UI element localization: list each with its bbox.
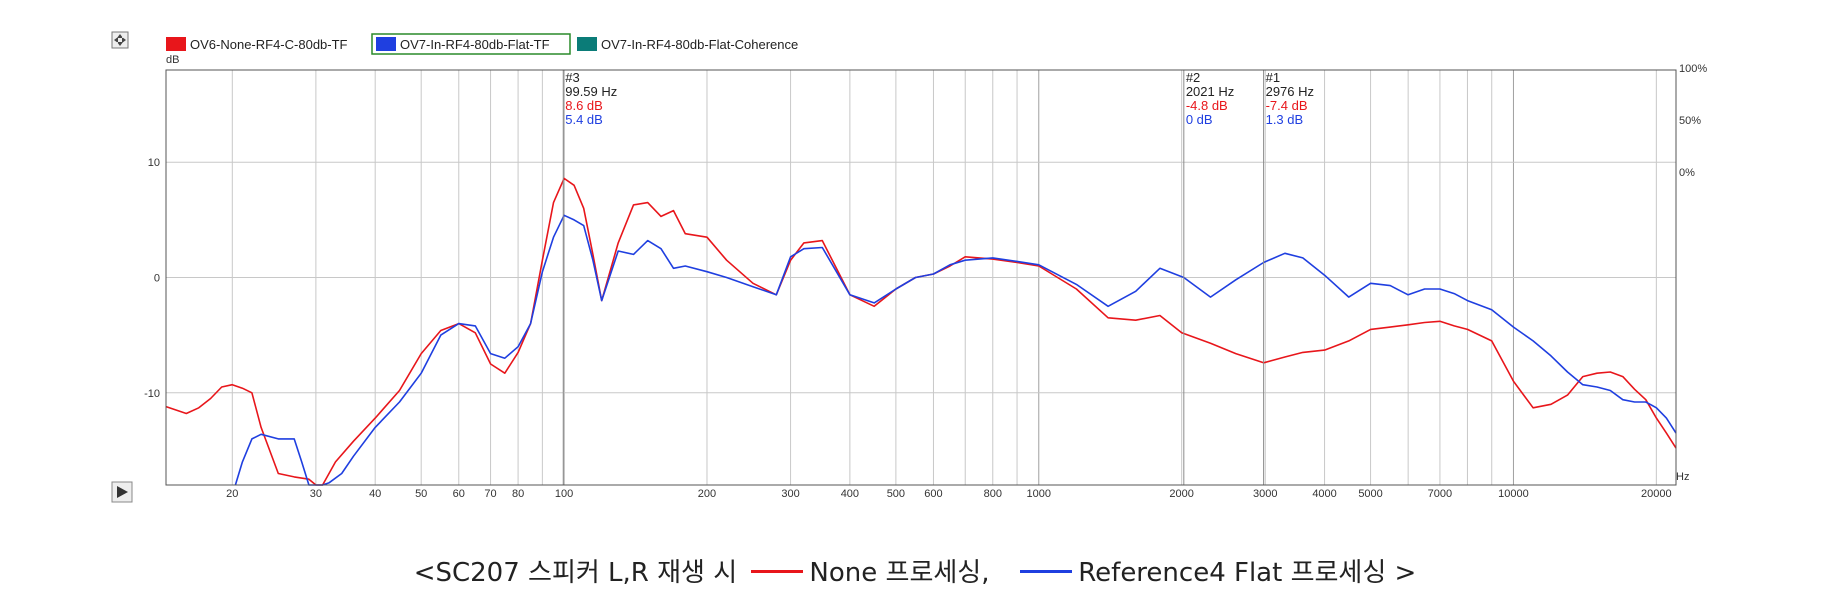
marker-id: #1 xyxy=(1266,70,1280,85)
marker-value-none: -7.4 dB xyxy=(1266,98,1308,113)
x-tick-label: 1000 xyxy=(1027,488,1051,500)
x-tick-label: 800 xyxy=(984,488,1002,500)
plot-series xyxy=(165,177,1677,486)
move-icon[interactable] xyxy=(111,31,129,49)
marker-id: #3 xyxy=(565,70,579,85)
x-tick-label: 400 xyxy=(841,488,859,500)
series-line-reference xyxy=(234,214,1677,486)
y-tick-label: -10 xyxy=(144,388,160,400)
legend-item-coherence[interactable]: OV7-In-RF4-80db-Flat-Coherence xyxy=(577,37,798,52)
x-tick-label: 300 xyxy=(781,488,799,500)
marker-value-reference: 1.3 dB xyxy=(1266,112,1304,127)
right-axis-labels: 100% 50% 0% xyxy=(1679,63,1707,179)
x-tick-label: 20 xyxy=(226,488,238,500)
x-tick-label: 20000 xyxy=(1641,488,1672,500)
marker-value-none: -4.8 dB xyxy=(1186,98,1228,113)
legend-swatch-reference xyxy=(376,37,396,51)
y-tick-label: 10 xyxy=(148,157,160,169)
x-tick-label: 100 xyxy=(555,488,573,500)
x-tick-label: 80 xyxy=(512,488,524,500)
legend-selection-box xyxy=(371,33,571,55)
x-tick-label: 70 xyxy=(484,488,496,500)
marker-frequency: 99.59 Hz xyxy=(565,84,617,99)
x-tick-label: 30 xyxy=(310,488,322,500)
right-axis-label: 100% xyxy=(1679,63,1707,75)
marker-id: #2 xyxy=(1186,70,1200,85)
caption-none-label: None 프로세싱, xyxy=(809,558,990,588)
x-tick-label: 4000 xyxy=(1312,488,1336,500)
x-tick-label: 600 xyxy=(924,488,942,500)
caption-none-line xyxy=(751,570,804,573)
x-tick-label: 500 xyxy=(887,488,905,500)
x-tick-label: 50 xyxy=(415,488,427,500)
caption-reference-line xyxy=(1020,570,1073,573)
caption-prefix: <SC207 스피커 L,R 재생 시 xyxy=(413,558,738,588)
y-tick-label: 0 xyxy=(154,273,160,285)
marker-value-reference: 0 dB xyxy=(1186,112,1213,127)
legend-label-reference: OV7-In-RF4-80db-Flat-TF xyxy=(400,37,550,52)
x-tick-label: 60 xyxy=(453,488,465,500)
marker-frequency: 2976 Hz xyxy=(1266,84,1314,99)
y-axis-unit: dB xyxy=(166,54,179,66)
marker-value-none: 8.6 dB xyxy=(565,98,603,113)
x-tick-label: 5000 xyxy=(1358,488,1382,500)
play-icon[interactable] xyxy=(111,481,133,503)
x-tick-label: 200 xyxy=(698,488,716,500)
series-line-none xyxy=(165,177,1677,486)
right-axis-label: 0% xyxy=(1679,167,1695,179)
legend: OV6-None-RF4-C-80db-TF OV7-In-RF4-80db-F… xyxy=(166,33,798,55)
marker-value-reference: 5.4 dB xyxy=(565,112,603,127)
marker-frequency: 2021 Hz xyxy=(1186,84,1234,99)
x-tick-labels: 20 30 40 50 60 70 80 100 200 300 400 500 600 800 1000 2… xyxy=(226,488,1671,500)
legend-label-coherence: OV7-In-RF4-80db-Flat-Coherence xyxy=(601,37,798,52)
right-axis-label: 50% xyxy=(1679,115,1701,127)
grid xyxy=(166,70,1676,485)
legend-swatch-none xyxy=(166,37,186,51)
legend-item-none[interactable]: OV6-None-RF4-C-80db-TF xyxy=(166,37,348,52)
legend-swatch-coherence xyxy=(577,37,597,51)
plot-frame xyxy=(165,69,1677,486)
x-tick-label: 2000 xyxy=(1169,488,1193,500)
legend-label-none: OV6-None-RF4-C-80db-TF xyxy=(190,37,348,52)
caption: <SC207 스피커 L,R 재생 시 None 프로세싱, Reference… xyxy=(0,552,1830,589)
x-tick-label: 7000 xyxy=(1428,488,1452,500)
legend-item-reference[interactable]: OV7-In-RF4-80db-Flat-TF xyxy=(371,33,571,55)
y-tick-labels: 10 0 -10 xyxy=(144,157,160,400)
x-tick-label: 40 xyxy=(369,488,381,500)
x-tick-label: 3000 xyxy=(1253,488,1277,500)
x-tick-label: 10000 xyxy=(1498,488,1529,500)
x-axis-unit: Hz xyxy=(1676,471,1689,483)
caption-reference-label: Reference4 Flat 프로세싱 > xyxy=(1078,558,1417,588)
